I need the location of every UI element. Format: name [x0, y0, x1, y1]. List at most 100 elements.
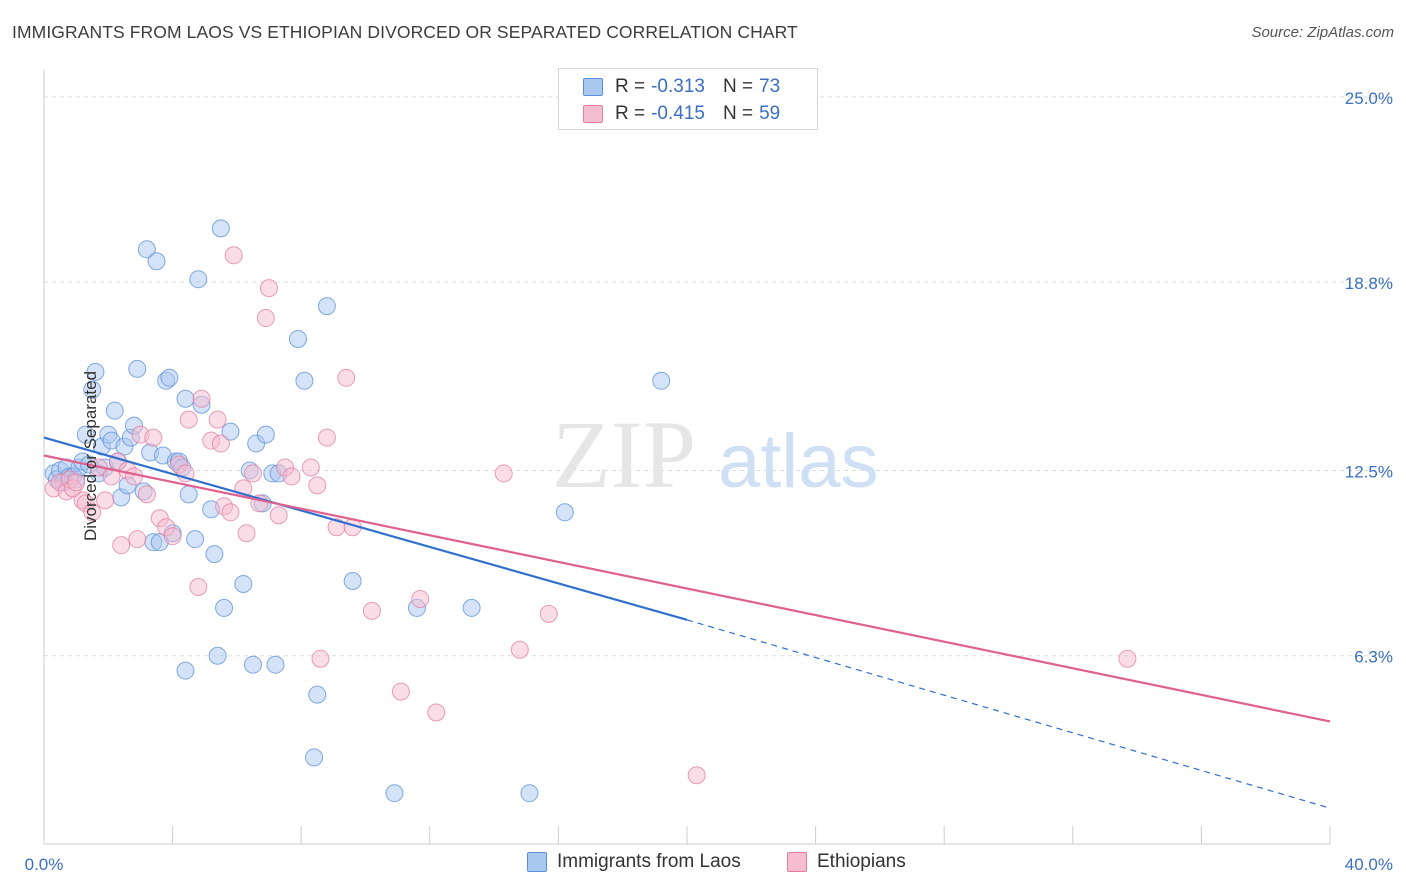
- point-ethiopians: [539, 604, 558, 623]
- y-axis-label-text: Divorced or Separated: [81, 370, 101, 542]
- point-ethiopians: [189, 577, 208, 596]
- point-ethiopians: [391, 682, 410, 701]
- point-laos: [176, 389, 195, 408]
- point-laos: [189, 270, 208, 289]
- legend-r-value-ethiopians: -0.415: [651, 103, 705, 124]
- point-ethiopians: [221, 503, 240, 522]
- point-ethiopians: [137, 485, 156, 504]
- series-legend: Immigrants from Laos Ethiopians: [0, 851, 1406, 877]
- trend-line-laos-extension: [686, 619, 1331, 809]
- point-ethiopians: [102, 467, 121, 486]
- point-ethiopians: [163, 527, 182, 546]
- legend-swatch-ethiopians: [787, 852, 807, 872]
- point-laos: [256, 425, 275, 444]
- point-laos: [243, 655, 262, 674]
- y-tick-label: 6.3%: [1354, 648, 1393, 667]
- legend-swatch-laos: [527, 852, 547, 872]
- watermark-zip: ZIP: [552, 401, 696, 508]
- trend-line-laos: [43, 436, 688, 621]
- point-laos: [288, 329, 307, 348]
- y-tick-label: 18.8%: [1345, 274, 1393, 293]
- point-laos: [86, 362, 105, 381]
- point-laos: [305, 748, 324, 767]
- y-tick-label: 25.0%: [1345, 89, 1393, 108]
- point-laos: [308, 685, 327, 704]
- point-ethiopians: [128, 530, 147, 549]
- legend-label-ethiopians: Ethiopians: [817, 851, 906, 872]
- point-laos: [652, 371, 671, 390]
- legend-label-laos: Immigrants from Laos: [557, 851, 741, 872]
- point-ethiopians: [237, 524, 256, 543]
- point-laos: [317, 297, 336, 316]
- grid-lines: [44, 96, 1395, 657]
- point-ethiopians: [208, 410, 227, 429]
- axes: [43, 70, 1331, 845]
- legend-r-label: R =: [615, 76, 646, 97]
- watermark-atlas: atlas: [718, 419, 879, 504]
- point-laos: [160, 368, 179, 387]
- point-ethiopians: [337, 368, 356, 387]
- legend-r-value-laos: -0.313: [651, 76, 705, 97]
- point-laos: [520, 784, 539, 803]
- legend-n-value-ethiopians: 59: [759, 103, 781, 124]
- correlation-legend: R = -0.313 N = 73 R = -0.415 N = 59: [558, 68, 818, 130]
- point-ethiopians: [427, 703, 446, 722]
- point-laos: [295, 371, 314, 390]
- legend-item-ethiopians[interactable]: Ethiopians: [787, 851, 906, 873]
- point-laos: [385, 784, 404, 803]
- point-laos: [211, 219, 230, 238]
- point-laos: [266, 655, 285, 674]
- legend-row-laos: R = -0.313 N = 73: [583, 74, 780, 100]
- legend-item-laos[interactable]: Immigrants from Laos: [527, 851, 741, 873]
- legend-swatch-ethiopians: [583, 105, 603, 123]
- chart-title: IMMIGRANTS FROM LAOS VS ETHIOPIAN DIVORC…: [12, 22, 798, 42]
- data-points: [44, 219, 1137, 803]
- point-ethiopians: [510, 640, 529, 659]
- legend-row-ethiopians: R = -0.415 N = 59: [583, 101, 780, 127]
- x-tick-label-start: 0.0%: [25, 855, 64, 874]
- legend-n-value-laos: 73: [759, 76, 781, 97]
- point-ethiopians: [260, 279, 279, 298]
- trend-lines: [43, 436, 1331, 809]
- trend-line-ethiopians: [43, 454, 1331, 723]
- point-laos: [105, 401, 124, 420]
- legend-swatch-laos: [583, 78, 603, 96]
- point-laos: [128, 359, 147, 378]
- point-ethiopians: [112, 536, 131, 555]
- legend-n-label: N =: [722, 76, 754, 97]
- source-note: Source: ZipAtlas.com: [1251, 24, 1394, 41]
- point-laos: [343, 572, 362, 591]
- y-axis-label: Divorced or Separated: [81, 371, 101, 541]
- point-ethiopians: [211, 434, 230, 453]
- x-tick-label-end: 40.0%: [1345, 855, 1393, 874]
- point-laos: [221, 422, 240, 441]
- point-laos: [179, 485, 198, 504]
- point-ethiopians: [411, 589, 430, 608]
- point-ethiopians: [1118, 649, 1137, 668]
- point-ethiopians: [282, 467, 301, 486]
- point-ethiopians: [67, 473, 86, 492]
- point-ethiopians: [269, 506, 288, 525]
- point-ethiopians: [179, 410, 198, 429]
- point-laos: [234, 575, 253, 594]
- legend-r-label: R =: [615, 103, 646, 124]
- point-ethiopians: [494, 464, 513, 483]
- point-ethiopians: [317, 428, 336, 447]
- point-laos: [76, 425, 95, 444]
- point-ethiopians: [301, 458, 320, 477]
- point-laos: [205, 545, 224, 564]
- point-ethiopians: [256, 309, 275, 328]
- point-laos: [462, 598, 481, 617]
- point-ethiopians: [362, 601, 381, 620]
- point-laos: [137, 240, 156, 259]
- point-ethiopians: [144, 428, 163, 447]
- point-laos: [186, 530, 205, 549]
- point-ethiopians: [96, 491, 115, 510]
- tick-labels: 6.3% 12.5% 18.8% 25.0% 0.0% 40.0%: [25, 89, 1393, 874]
- point-laos: [176, 661, 195, 680]
- point-ethiopians: [176, 464, 195, 483]
- point-laos: [555, 503, 574, 522]
- watermark: ZIP atlas: [552, 401, 879, 508]
- legend-n-label: N =: [722, 103, 754, 124]
